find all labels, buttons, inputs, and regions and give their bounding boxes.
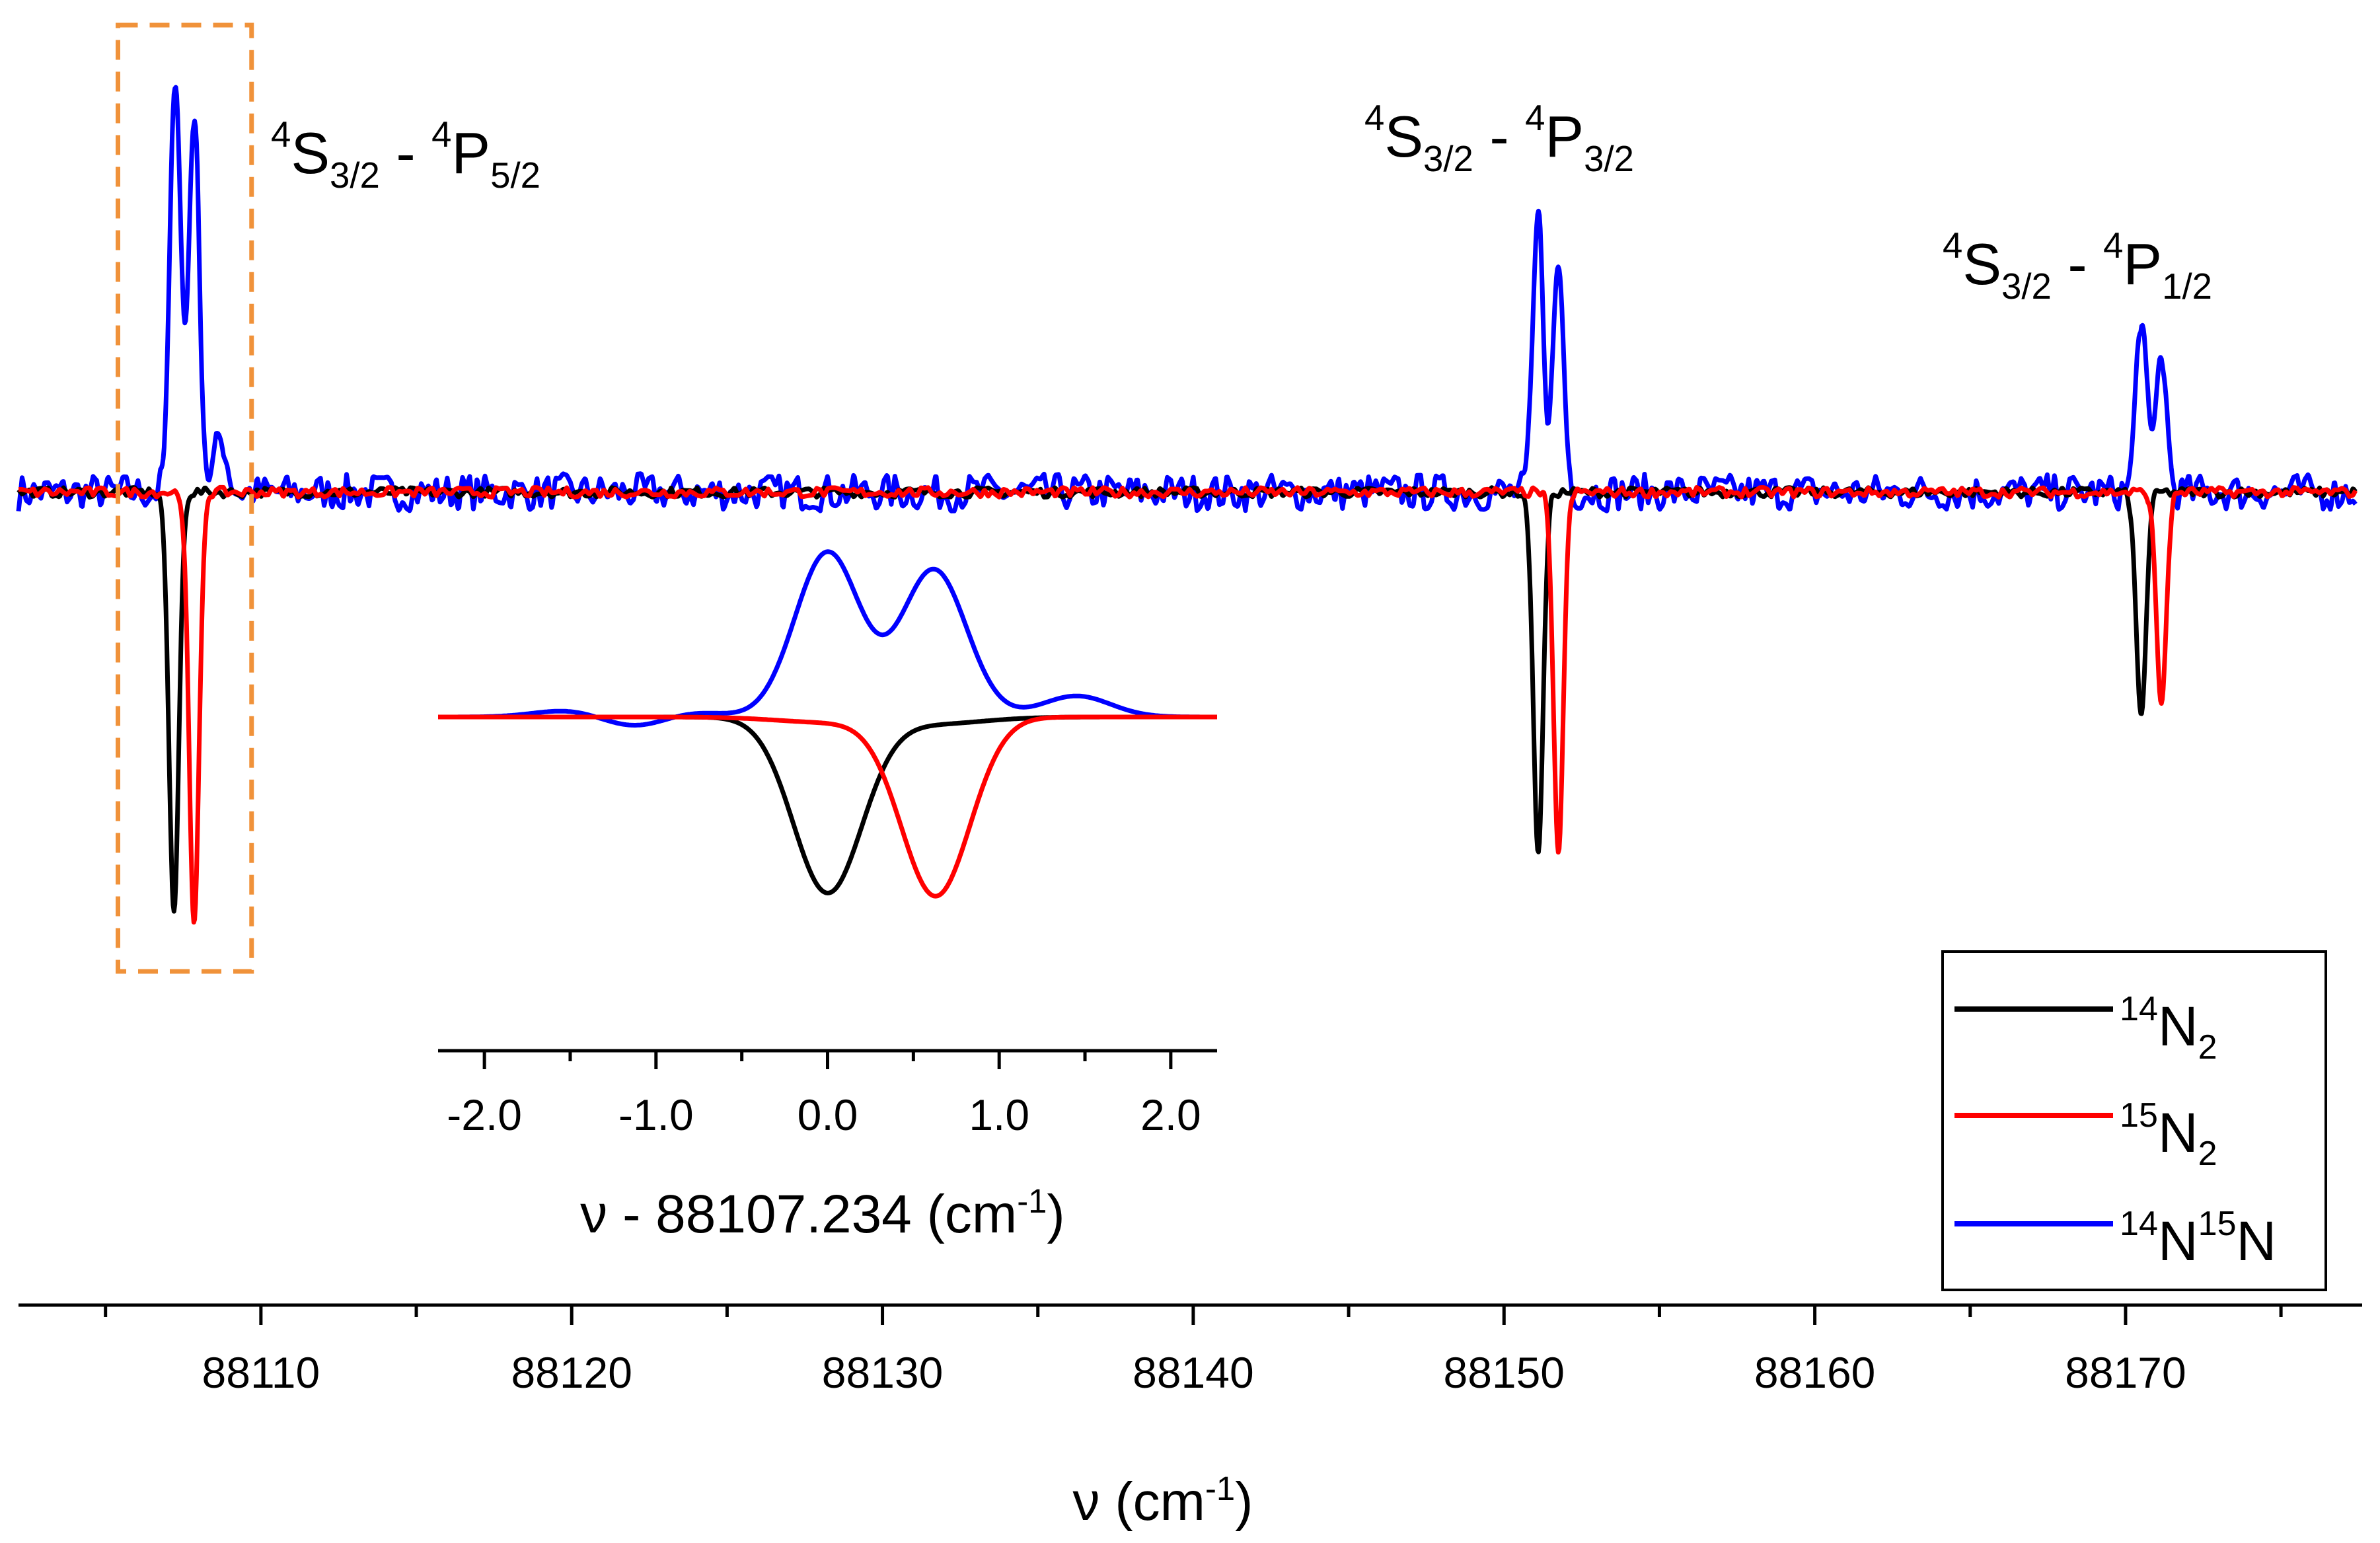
inset-x-tick-label: -2.0 <box>447 1090 522 1139</box>
inset-x-tick-label: 2.0 <box>1140 1090 1201 1139</box>
series-line-14N2 <box>17 485 2358 914</box>
legend-label-14N2: 14N2 <box>2120 990 2217 1067</box>
transition-label-3: 4S3/2 - 4P1/2 <box>1943 225 2212 307</box>
inset-x-tick-label: 1.0 <box>969 1090 1029 1139</box>
legend-label-15N2: 15N2 <box>2120 1096 2217 1173</box>
inset-x-tick-label: 0.0 <box>798 1090 858 1139</box>
x-tick-label: 88110 <box>202 1348 320 1397</box>
legend-label-14N15N: 14N15N <box>2120 1205 2276 1272</box>
x-tick-label: 88140 <box>1133 1348 1254 1397</box>
legend: 14N2 15N2 14N15N <box>1941 950 2327 1291</box>
x-axis: 88110 88120 88130 88140 88150 88160 88170 <box>19 1303 2362 1397</box>
x-tick-label: 88170 <box>2065 1348 2186 1397</box>
main-series-group <box>16 85 2358 925</box>
inset-x-axis-title: ν - 88107.234 (cm-1) <box>580 1182 1064 1244</box>
x-axis-title: ν (cm-1) <box>1073 1470 1253 1532</box>
x-tick-label: 88160 <box>1754 1348 1876 1397</box>
x-tick-label: 88150 <box>1443 1348 1565 1397</box>
inset-series-line-14N15N <box>437 549 1218 728</box>
x-tick-label: 88120 <box>511 1348 632 1397</box>
inset-x-axis: -2.0 -1.0 0.0 1.0 2.0 <box>438 1049 1217 1139</box>
highlight-box <box>116 22 254 974</box>
transition-label-2: 4S3/2 - 4P3/2 <box>1364 98 1634 179</box>
inset-series-line-15N2 <box>437 714 1218 899</box>
x-tick-label: 88130 <box>822 1348 944 1397</box>
inset-x-tick-label: -1.0 <box>618 1090 694 1139</box>
transition-label-1: 4S3/2 - 4P5/2 <box>271 114 540 196</box>
inset-series-line-14N2 <box>437 714 1218 895</box>
inset-series-group <box>437 549 1218 899</box>
series-line-15N2 <box>17 484 2358 925</box>
